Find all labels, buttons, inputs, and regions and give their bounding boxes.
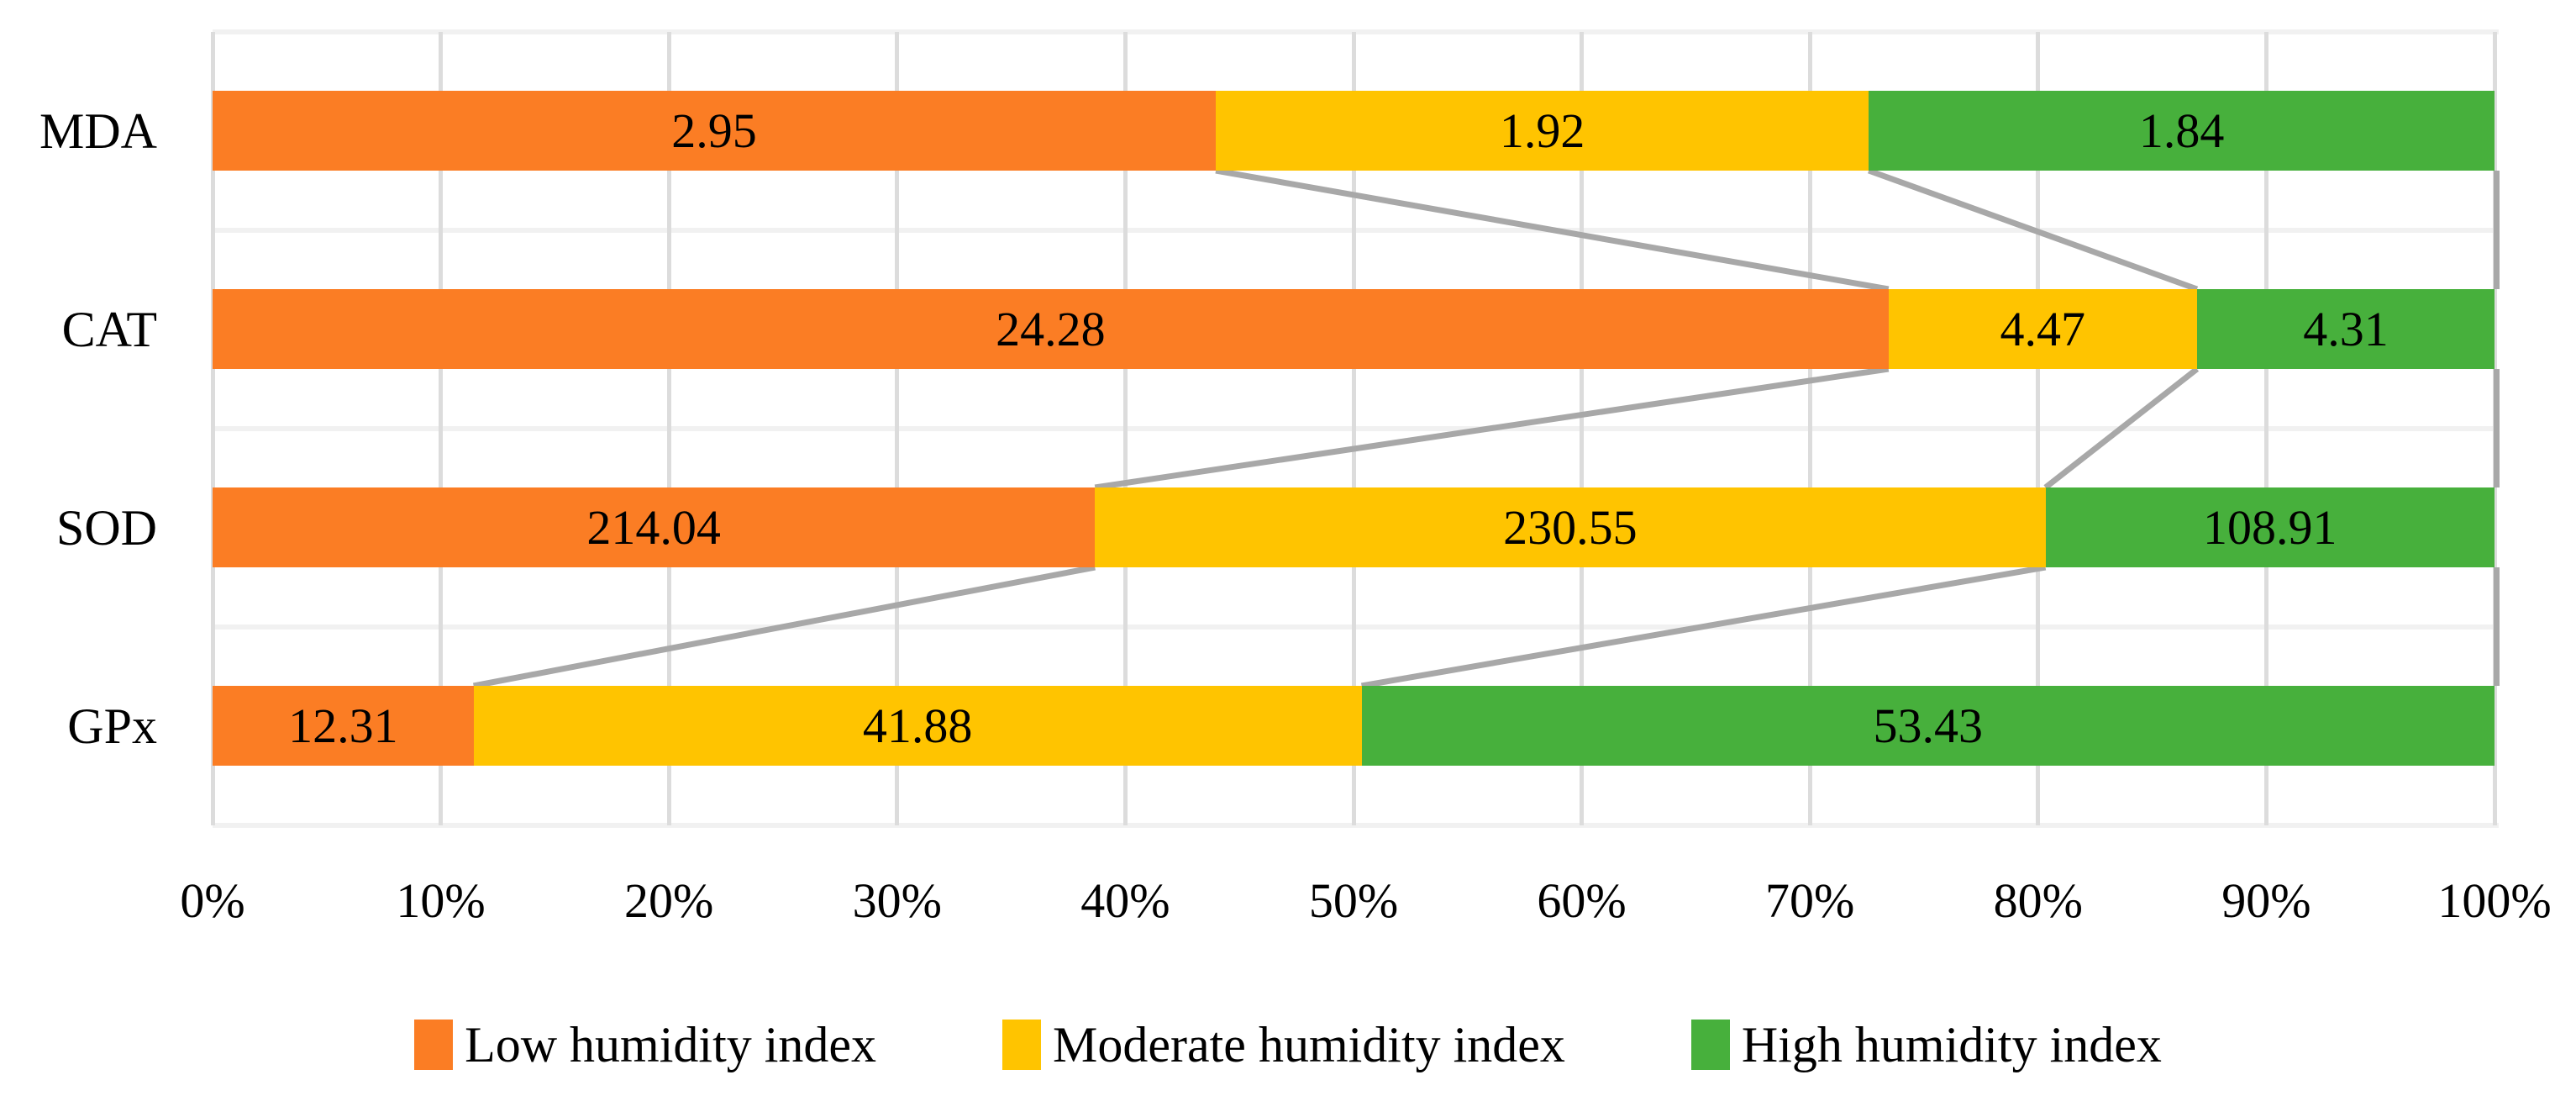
x-axis-tick-label: 90% [2221,873,2311,928]
legend-item-high: High humidity index [1690,1016,2162,1074]
bar-value-label: 1.84 [2138,103,2225,158]
bar-segment: 230.55 [1095,487,2046,567]
bar-segment: 2.95 [213,91,1217,171]
x-axis-tick-label: 70% [1765,873,1855,928]
bar-value-label: 4.47 [2000,302,2086,356]
vertical-gridline [1807,32,1812,825]
category-label: CAT [61,301,157,357]
x-axis-tick-label: 10% [396,873,486,928]
vertical-gridline [666,32,671,825]
bar-value-label: 1.92 [1499,103,1585,158]
legend-label-low: Low humidity index [465,1016,877,1072]
x-axis-tick-label: 100% [2437,873,2552,928]
series-connector-lines [473,167,2500,689]
bar-value-label: 4.31 [2303,302,2389,356]
vertical-gridline [895,32,900,825]
x-axis-tick-label: 20% [624,873,714,928]
horizontal-gridline [213,29,2499,34]
category-label: GPx [67,698,157,754]
legend-label-high: High humidity index [1741,1016,2162,1072]
bar-value-label: 2.95 [671,103,757,158]
category-label: MDA [39,103,157,159]
bar-segment: 12.31 [213,686,474,766]
vertical-gridline [2263,32,2268,825]
bar-segment: 108.91 [2045,487,2495,567]
bar-segment: 4.31 [2196,289,2495,369]
legend-item-low: Low humidity index [414,1016,876,1074]
legend-swatch-high-icon [1690,1020,1730,1070]
x-axis-tick-label: 60% [1537,873,1627,928]
legend-label-moderate: Moderate humidity index [1053,1016,1565,1072]
bar-segment: 24.28 [213,289,1889,369]
bar-value-label: 24.28 [996,302,1106,356]
x-axis-tick-label: 50% [1308,873,1399,928]
bar-segment: 1.84 [1869,91,2495,171]
horizontal-gridline [213,426,2499,431]
category-label: SOD [55,499,157,556]
series-connector-line [2043,366,2200,490]
horizontal-gridline [213,624,2499,630]
vertical-gridline [2036,32,2041,825]
legend-swatch-low-icon [414,1020,454,1070]
bar-value-label: 53.43 [1873,698,1984,753]
legend-item-moderate: Moderate humidity index [1002,1016,1565,1074]
bar-segment: 41.88 [473,686,1362,766]
bar-value-label: 12.31 [288,698,398,753]
horizontal-gridline [213,823,2499,828]
series-connector-line [1360,564,2047,689]
series-connector-line [1868,167,2199,292]
plot-area: 2.95 1.92 1.84 24.28 4.47 4.31 214.04 230.55 108… [210,29,2500,828]
bar-value-label: 41.88 [862,698,973,753]
vertical-gridline [1122,32,1128,825]
x-axis-tick-label: 80% [1993,873,2083,928]
horizontal-gridline [213,228,2499,233]
bar-segment: 214.04 [213,487,1096,567]
bar-segment: 4.47 [1888,289,2197,369]
bar-segment: 53.43 [1361,686,2495,766]
x-axis-tick-label: 0% [180,873,245,928]
bar-value-label: 230.55 [1503,500,1638,555]
x-axis-tick-label: 40% [1080,873,1170,928]
vertical-gridline [1351,32,1356,825]
bar-value-label: 108.91 [2203,500,2337,555]
bar-value-label: 214.04 [586,500,721,555]
series-connector-line [473,564,1096,689]
legend-swatch-moderate-icon [1002,1020,1042,1070]
series-connector-line [1094,366,1890,491]
vertical-gridline [210,32,215,825]
bar-segment: 1.92 [1216,91,1869,171]
x-axis-tick-label: 30% [852,873,942,928]
legend: Low humidity index Moderate humidity ind… [0,1009,2576,1081]
vertical-gridline [1580,32,1585,825]
series-connector-line [1215,167,1890,292]
vertical-gridline [439,32,444,825]
